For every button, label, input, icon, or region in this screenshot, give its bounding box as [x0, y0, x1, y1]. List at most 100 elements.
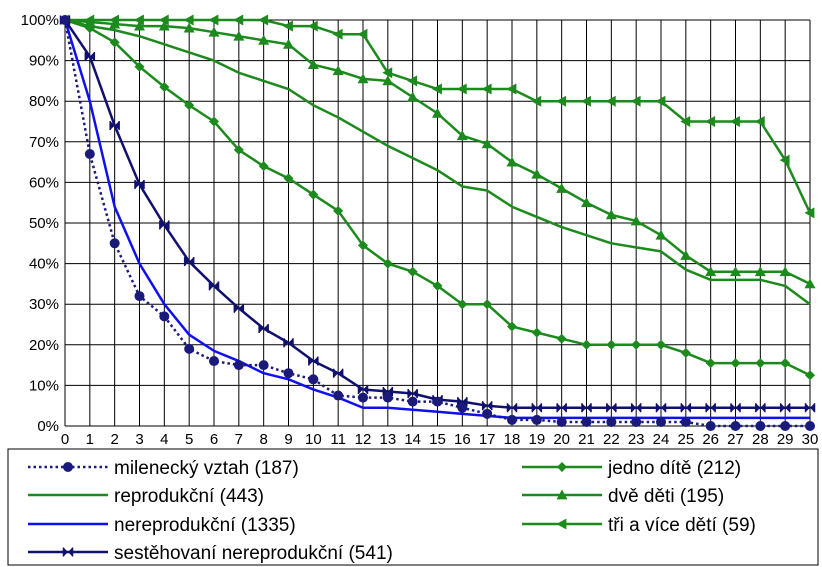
data-point [109, 14, 120, 26]
x-tick-label: 20 [553, 431, 570, 448]
data-point [779, 403, 791, 413]
data-point [208, 281, 220, 291]
data-point [755, 358, 766, 369]
data-point [730, 116, 740, 127]
data-point [680, 116, 691, 127]
data-point [804, 278, 816, 289]
data-point [407, 389, 418, 399]
data-point [308, 374, 319, 385]
data-point [680, 249, 692, 260]
data-point [581, 403, 592, 413]
series-layer [59, 14, 816, 431]
x-tick-label: 16 [454, 431, 471, 448]
legend-label: sestěhovaní nereprodukční (541) [114, 543, 393, 564]
data-point [581, 197, 592, 208]
data-point [109, 121, 120, 131]
x-tick-label: 25 [677, 431, 694, 448]
x-tick-label: 29 [777, 431, 794, 448]
data-point [730, 266, 741, 277]
data-point [332, 28, 343, 40]
data-point [283, 368, 294, 379]
data-point [159, 220, 170, 230]
data-point [531, 95, 542, 107]
data-point [109, 18, 121, 29]
x-tick-label: 22 [603, 431, 620, 448]
data-point [581, 339, 592, 350]
x-axis-ticks: 0 1 2 3 4 5 6 7 8 9 10 11 12 13 14 15 16 17 18 19 20 21 22 23 24… [61, 431, 819, 448]
data-point [84, 52, 96, 62]
data-point [506, 403, 518, 413]
data-point [134, 291, 145, 302]
legend-label: dvě děti (195) [608, 486, 724, 507]
data-point [507, 414, 517, 425]
data-point [258, 161, 269, 172]
legend-marker [63, 462, 73, 472]
data-point [333, 390, 344, 401]
data-point [680, 416, 691, 427]
data-point [457, 397, 468, 407]
legend-marker [62, 547, 74, 557]
data-point [656, 416, 666, 427]
legend-label: nereprodukční (1335) [114, 515, 296, 536]
data-point [754, 116, 765, 127]
series-1 [64, 18, 811, 306]
y-tick-label: 100% [21, 12, 59, 29]
x-tick-label: 19 [528, 431, 545, 448]
data-point [805, 421, 815, 431]
data-point [655, 403, 667, 413]
data-point [456, 83, 467, 95]
data-point [283, 20, 293, 32]
data-point [134, 61, 145, 72]
data-point [631, 416, 642, 427]
data-point [804, 403, 816, 413]
x-tick-label: 11 [330, 431, 346, 448]
x-tick-label: 14 [404, 431, 421, 448]
x-tick-label: 27 [727, 431, 744, 448]
data-point [531, 414, 542, 425]
data-point [357, 73, 369, 84]
y-axis-ticks: 0% 10% 20% 30% 40% 50% 60% 70% 80% 90% 100% [21, 12, 59, 435]
data-point [556, 182, 568, 193]
data-point [606, 403, 617, 413]
series-5 [59, 14, 816, 289]
x-tick-label: 2 [110, 431, 118, 448]
y-tick-label: 80% [29, 93, 59, 110]
data-point [159, 81, 170, 92]
data-point [233, 303, 245, 313]
legend-marker [556, 489, 568, 500]
data-point [432, 83, 442, 95]
data-point [283, 338, 294, 348]
data-point [184, 100, 195, 111]
data-point [382, 75, 394, 86]
data-point [556, 416, 567, 427]
x-tick-label: 1 [86, 431, 94, 448]
data-point [233, 14, 244, 26]
legend-label: jedno dítě (212) [607, 458, 741, 479]
data-point [233, 360, 244, 371]
data-point [432, 280, 443, 291]
data-point [134, 14, 144, 26]
legend: milenecký vztah (187) reprodukční (443) ne… [7, 448, 819, 566]
data-point [307, 59, 319, 70]
y-tick-label: 40% [29, 256, 59, 273]
data-point [631, 339, 642, 350]
legend-marker [556, 518, 567, 530]
legend-marker [557, 462, 567, 472]
data-point [258, 324, 269, 334]
data-point [507, 321, 517, 332]
y-tick-label: 0% [37, 418, 59, 435]
x-tick-label: 4 [160, 431, 168, 448]
data-point [705, 403, 716, 413]
legend-entry-2: nereprodukční (1335) [28, 515, 296, 536]
legend-entry-4: jedno dítě (212) [522, 458, 741, 479]
data-point [233, 30, 245, 41]
data-point [556, 95, 567, 107]
data-point [432, 107, 443, 118]
data-point [432, 396, 443, 407]
data-point [804, 207, 815, 219]
data-point [209, 116, 219, 127]
data-point [630, 403, 642, 413]
x-tick-label: 30 [802, 431, 819, 448]
data-point [84, 14, 95, 26]
x-tick-label: 18 [504, 431, 521, 448]
